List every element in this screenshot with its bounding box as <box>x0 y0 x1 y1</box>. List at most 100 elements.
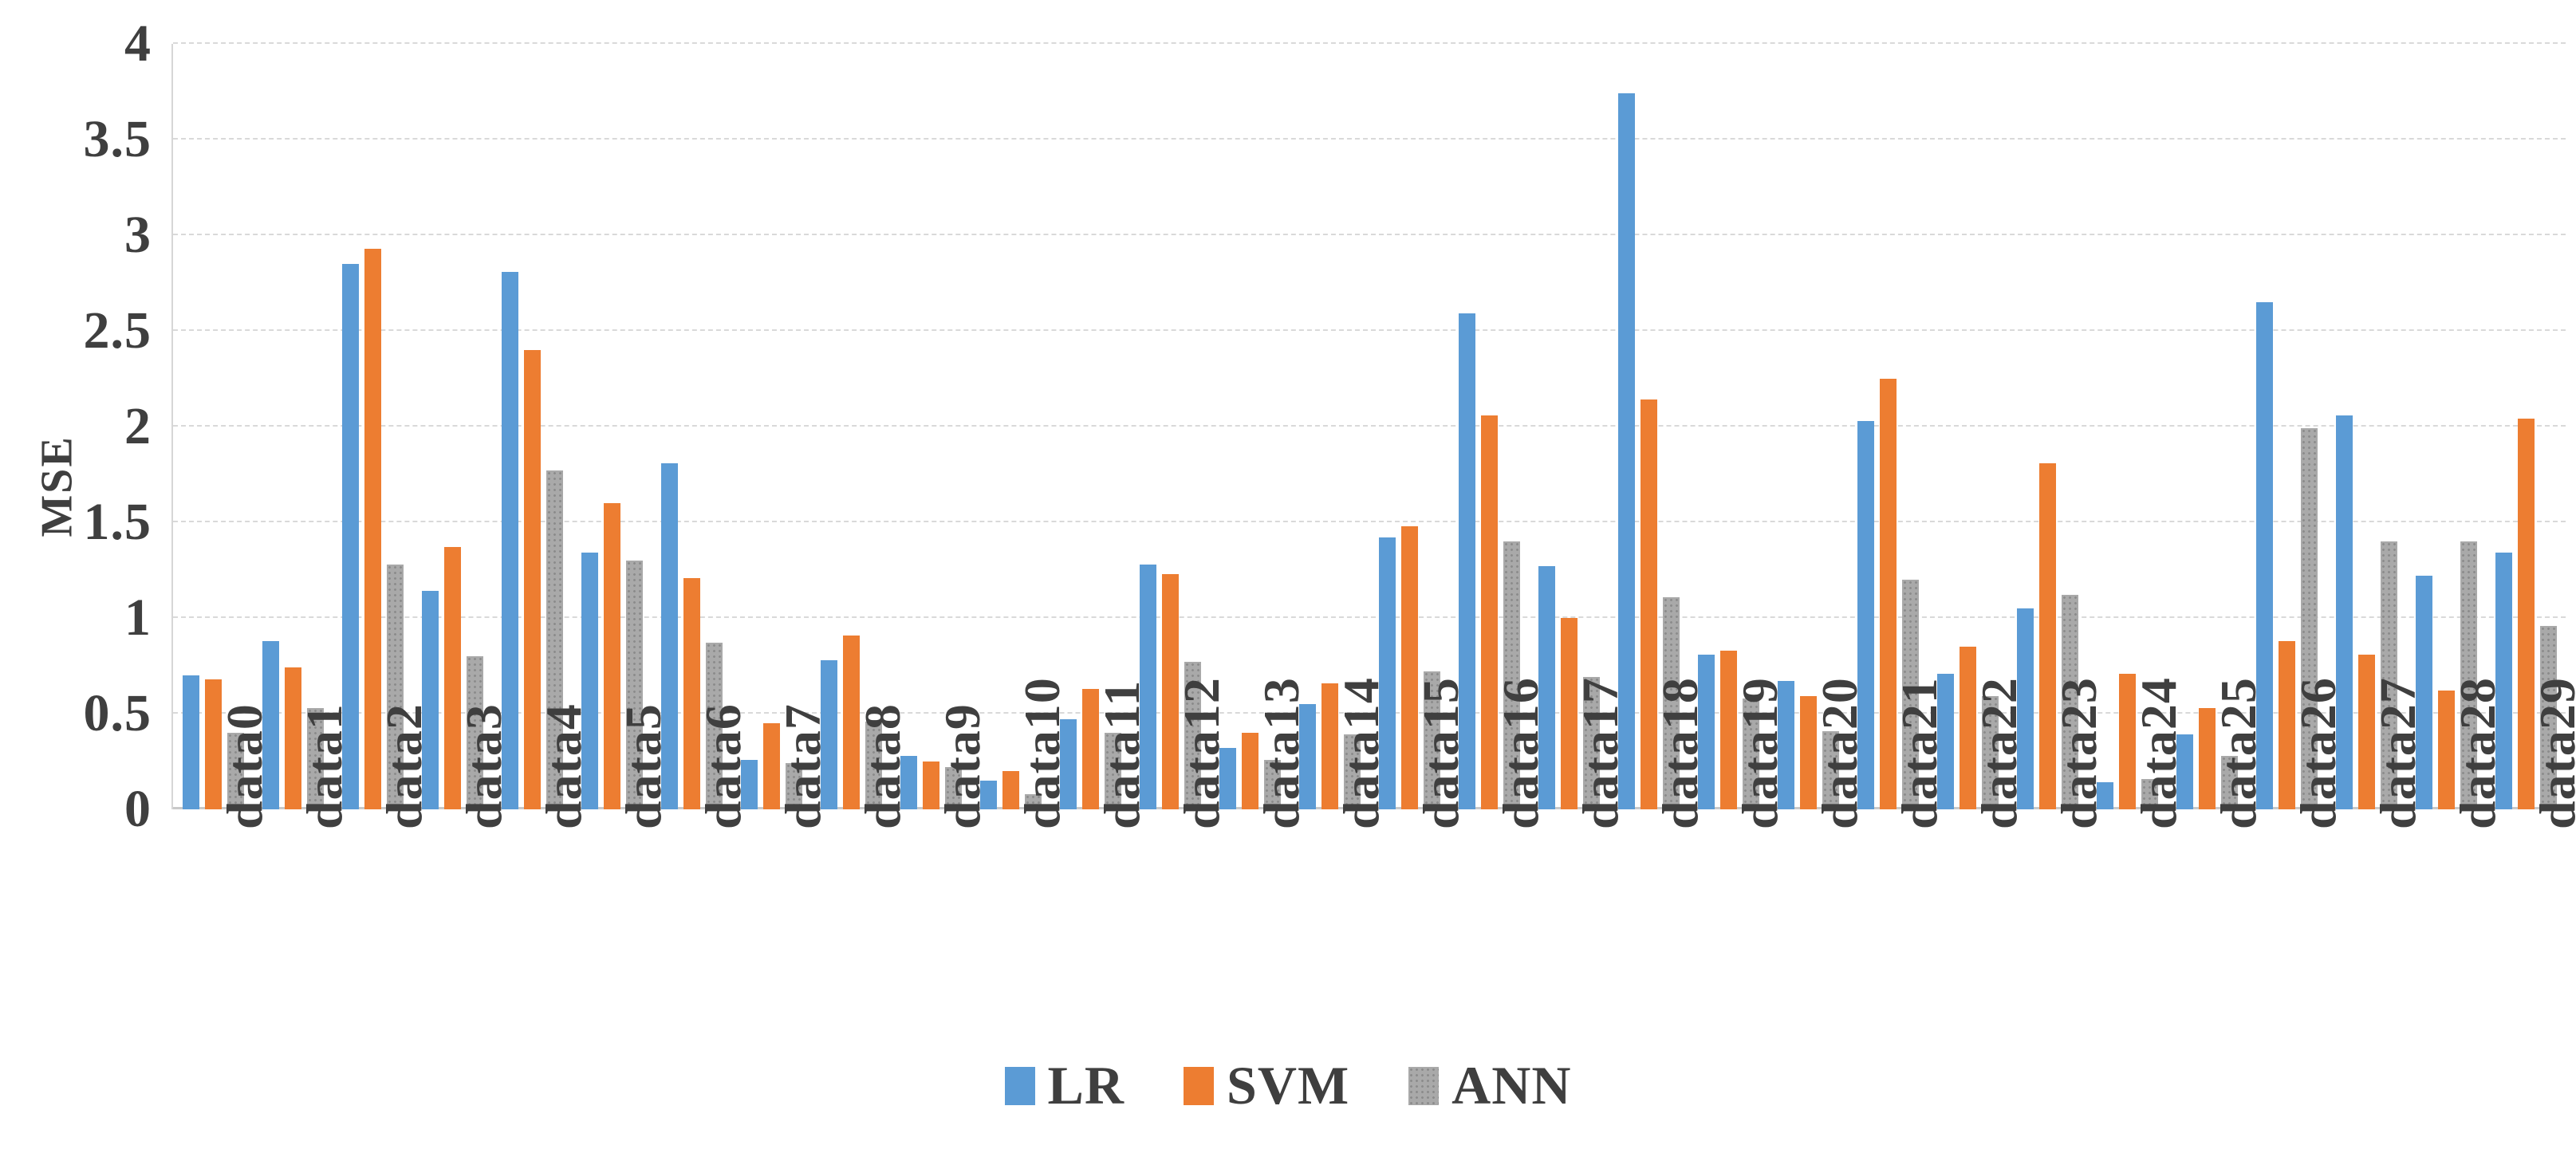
legend-item-lr: LR <box>1004 1054 1125 1117</box>
bar-ann-data28 <box>2460 541 2477 809</box>
bar-svm-data23 <box>2038 462 2056 809</box>
bar-lr-data6 <box>660 462 678 809</box>
bar-ann-data9 <box>944 767 962 809</box>
bar-group-data12 <box>1130 44 1210 809</box>
bar-ann-data29 <box>2539 625 2557 809</box>
x-axis-label-data18: data18 <box>1652 677 1708 829</box>
bar-ann-data3 <box>466 656 483 809</box>
bar-ann-data18 <box>1662 596 1680 809</box>
x-axis-label-data14: data14 <box>1333 677 1389 829</box>
x-axis-label-data28: data28 <box>2449 677 2506 829</box>
bar-lr-data8 <box>820 659 837 809</box>
bar-group-data19 <box>1688 44 1768 809</box>
legend-item-svm: SVM <box>1184 1054 1349 1117</box>
legend-item-ann: ANN <box>1408 1054 1571 1117</box>
x-axis-label-data24: data24 <box>2130 677 2187 829</box>
bar-group-data4 <box>492 44 572 809</box>
x-axis-label-data13: data13 <box>1253 677 1310 829</box>
bar-svm-data21 <box>1879 379 1897 809</box>
x-axis-label-data12: data12 <box>1173 677 1230 829</box>
bar-group-data18 <box>1609 44 1688 809</box>
bar-lr-data25 <box>2176 734 2193 809</box>
x-axis-label-data5: data5 <box>615 703 672 829</box>
bar-lr-data27 <box>2335 415 2353 809</box>
legend-label-svm: SVM <box>1227 1055 1350 1116</box>
bar-ann-data4 <box>546 470 563 809</box>
y-tick-label-2: 2 <box>124 397 152 455</box>
bar-ann-data1 <box>306 707 324 809</box>
bar-lr-data15 <box>1378 537 1396 809</box>
x-axis-label-data16: data16 <box>1492 677 1549 829</box>
bar-group-data20 <box>1768 44 1848 809</box>
bar-lr-data22 <box>1936 673 1954 809</box>
x-axis-label-data19: data19 <box>1731 677 1788 829</box>
bar-lr-data13 <box>1219 748 1236 809</box>
bar-group-data13 <box>1210 44 1290 809</box>
y-tick-label-0: 0 <box>124 780 152 838</box>
bar-group-data0 <box>173 44 253 809</box>
bar-svm-data8 <box>842 635 860 809</box>
bar-ann-data21 <box>1901 580 1919 809</box>
x-axis-label-data0: data0 <box>216 703 273 829</box>
bar-lr-data14 <box>1298 704 1316 809</box>
bar-lr-data18 <box>1617 93 1635 809</box>
y-tick-label-3: 3 <box>124 206 152 264</box>
bar-lr-data1 <box>262 640 279 809</box>
bar-ann-data0 <box>226 733 244 809</box>
bar-ann-data13 <box>1263 759 1281 809</box>
y-tick-label-4: 4 <box>124 14 152 73</box>
bar-svm-data25 <box>2198 707 2216 809</box>
x-axis-label-data11: data11 <box>1093 679 1150 829</box>
bar-ann-data14 <box>1343 734 1361 809</box>
gridline-0.5 <box>173 712 2566 714</box>
plot-area <box>171 42 2566 809</box>
bar-ann-data19 <box>1742 698 1759 809</box>
bar-lr-data3 <box>421 591 439 809</box>
gridline-1.5 <box>173 521 2566 522</box>
bar-svm-data27 <box>2357 654 2375 809</box>
bar-lr-data4 <box>501 271 518 809</box>
x-axis-label-data15: data15 <box>1412 677 1469 829</box>
bar-svm-data12 <box>1161 573 1179 809</box>
bar-ann-data23 <box>2061 595 2078 809</box>
x-axis-label-data20: data20 <box>1811 677 1868 829</box>
x-axis-label-data25: data25 <box>2210 677 2267 829</box>
x-axis-label-data23: data23 <box>2050 677 2107 829</box>
bar-ann-data17 <box>1582 677 1600 809</box>
bar-svm-data29 <box>2517 419 2535 809</box>
bar-lr-data11 <box>1059 719 1077 809</box>
bar-lr-data26 <box>2255 302 2273 809</box>
gridline-1 <box>173 616 2566 618</box>
bar-svm-data4 <box>523 350 541 809</box>
bar-lr-data28 <box>2415 576 2432 809</box>
x-axis-label-data8: data8 <box>854 703 911 829</box>
bar-svm-data20 <box>1799 696 1817 809</box>
bar-group-data7 <box>731 44 811 809</box>
bar-ann-data24 <box>2141 778 2158 809</box>
y-tick-label-1: 1 <box>124 588 152 647</box>
bar-lr-data23 <box>2016 608 2034 809</box>
bar-group-data2 <box>333 44 412 809</box>
legend-swatch-svm <box>1184 1066 1215 1105</box>
x-axis-label-data4: data4 <box>535 703 592 829</box>
bar-svm-data22 <box>1959 647 1976 809</box>
x-axis-label-data22: data22 <box>1971 677 2027 829</box>
bar-group-data29 <box>2486 44 2566 809</box>
x-axis-label-data6: data6 <box>695 703 751 829</box>
x-axis-label-data26: data26 <box>2290 677 2346 829</box>
bar-ann-data12 <box>1184 662 1201 809</box>
bar-group-data10 <box>971 44 1050 809</box>
bar-group-data21 <box>1848 44 1928 809</box>
bar-svm-data3 <box>443 547 461 809</box>
bar-svm-data10 <box>1002 771 1019 809</box>
bar-svm-data11 <box>1081 688 1099 809</box>
bar-ann-data20 <box>1822 730 1839 809</box>
x-axis-label-data9: data9 <box>934 703 991 829</box>
bar-svm-data18 <box>1640 399 1657 809</box>
bar-lr-data16 <box>1458 313 1475 809</box>
x-axis-label-data17: data17 <box>1572 677 1629 829</box>
bar-svm-data2 <box>364 248 381 809</box>
bar-svm-data5 <box>603 503 620 809</box>
bar-group-data24 <box>2087 44 2167 809</box>
